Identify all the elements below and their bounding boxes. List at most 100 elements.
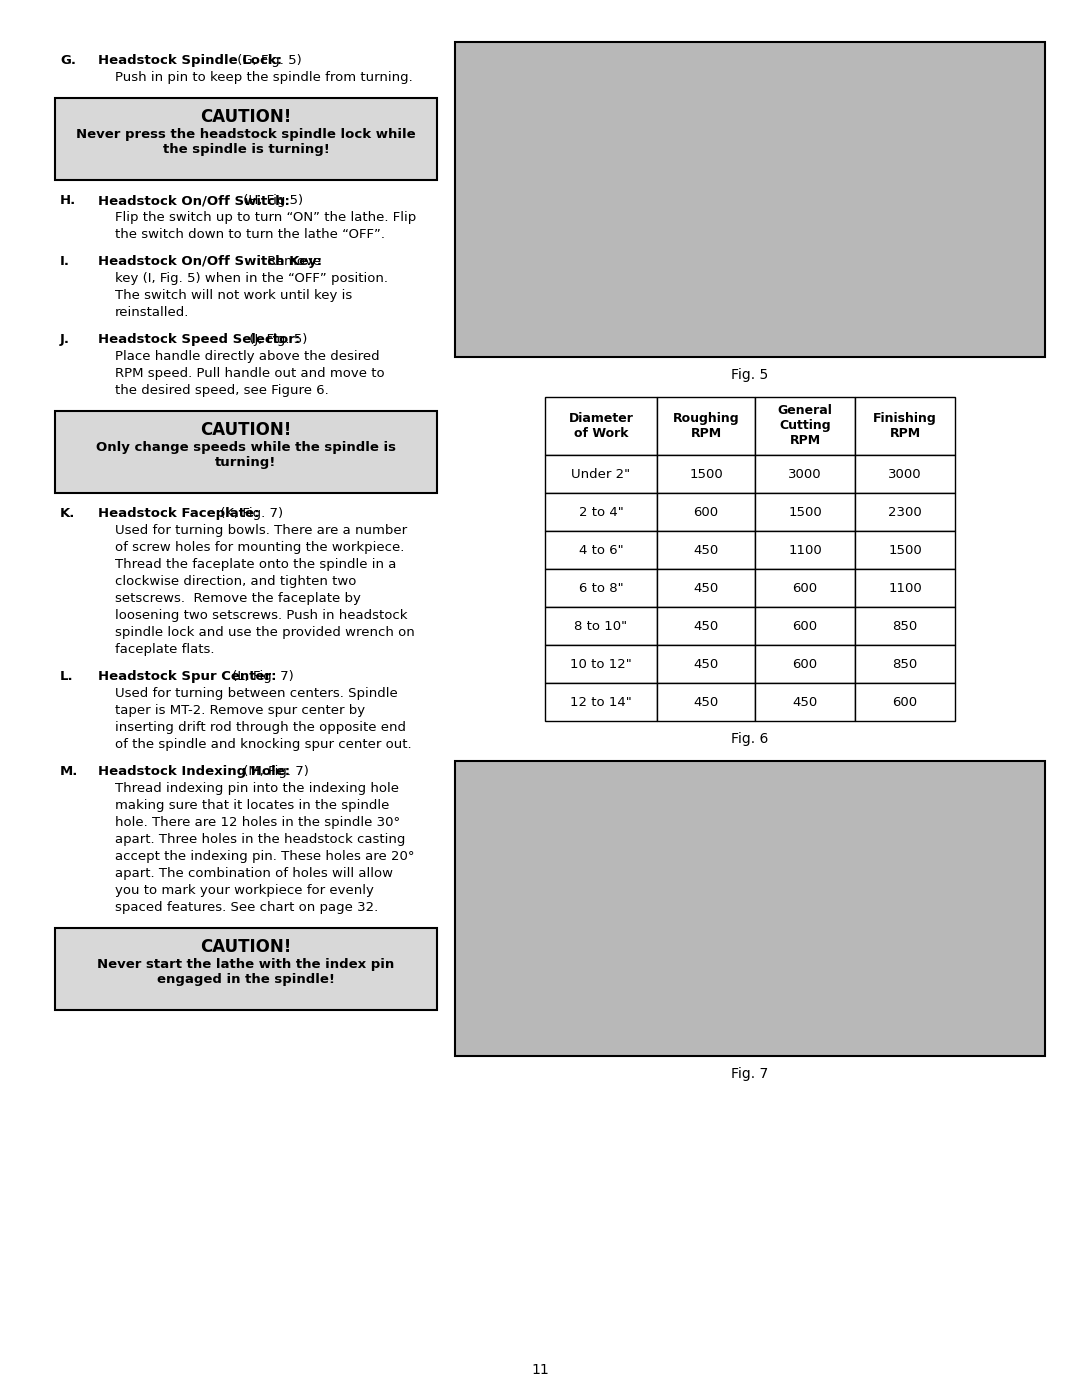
Text: 4 to 6": 4 to 6" [579,543,623,556]
Text: 1100: 1100 [788,543,822,556]
Text: M.: M. [60,766,79,778]
Bar [855,569,955,608]
Text: 450: 450 [693,696,718,708]
Bar [755,569,855,608]
Text: 850: 850 [892,658,918,671]
Text: 450: 450 [693,658,718,671]
Text: 1100: 1100 [888,581,922,595]
Text: inserting drift rod through the opposite end: inserting drift rod through the opposite… [114,721,406,733]
Text: Headstock Indexing Hole:: Headstock Indexing Hole: [98,766,291,778]
Bar [545,397,657,455]
Text: reinstalled.: reinstalled. [114,306,189,319]
Text: 450: 450 [693,619,718,633]
Bar [545,645,657,683]
Text: Place handle directly above the desired: Place handle directly above the desired [114,351,380,363]
Text: hole. There are 12 holes in the spindle 30°: hole. There are 12 holes in the spindle … [114,816,400,828]
Text: (M, Fig. 7): (M, Fig. 7) [240,766,309,778]
Text: 450: 450 [693,543,718,556]
Bar [657,645,755,683]
Text: 6 to 8": 6 to 8" [579,581,623,595]
Bar [545,608,657,645]
Text: spindle lock and use the provided wrench on: spindle lock and use the provided wrench… [114,626,415,638]
Bar [455,42,1045,358]
Bar [855,397,955,455]
Bar [455,761,1045,1056]
Text: accept the indexing pin. These holes are 20°: accept the indexing pin. These holes are… [114,849,415,863]
Text: 850: 850 [892,619,918,633]
Text: Headstock Faceplate:: Headstock Faceplate: [98,507,259,520]
Text: (G, Fig. 5): (G, Fig. 5) [233,54,302,67]
Bar [657,683,755,721]
Bar [545,455,657,493]
Text: CAUTION!: CAUTION! [200,420,292,439]
Text: Thread the faceplate onto the spindle in a: Thread the faceplate onto the spindle in… [114,557,396,571]
Text: Used for turning between centers. Spindle: Used for turning between centers. Spindl… [114,687,397,700]
Text: Push in pin to keep the spindle from turning.: Push in pin to keep the spindle from tur… [114,71,413,84]
Bar [755,397,855,455]
Text: 10 to 12": 10 to 12" [570,658,632,671]
Bar [657,531,755,569]
Text: Diameter
of Work: Diameter of Work [568,412,634,440]
Text: Never press the headstock spindle lock while
the spindle is turning!: Never press the headstock spindle lock w… [77,129,416,156]
Bar [755,608,855,645]
Bar [657,493,755,531]
Bar [55,98,437,180]
Bar [55,928,437,1010]
Text: setscrews.  Remove the faceplate by: setscrews. Remove the faceplate by [114,592,361,605]
Text: Used for turning bowls. There are a number: Used for turning bowls. There are a numb… [114,524,407,536]
Text: 600: 600 [693,506,718,518]
Bar [855,683,955,721]
Text: RPM speed. Pull handle out and move to: RPM speed. Pull handle out and move to [114,367,384,380]
Text: Only change speeds while the spindle is
turning!: Only change speeds while the spindle is … [96,441,396,469]
Text: Under 2": Under 2" [571,468,631,481]
Text: loosening two setscrews. Push in headstock: loosening two setscrews. Push in headsto… [114,609,407,622]
Text: Roughing
RPM: Roughing RPM [673,412,740,440]
Text: 2300: 2300 [888,506,922,518]
Text: Headstock On/Off Switch Key:: Headstock On/Off Switch Key: [98,256,322,268]
Text: General
Cutting
RPM: General Cutting RPM [778,405,833,447]
Text: 600: 600 [793,658,818,671]
Text: the switch down to turn the lathe “OFF”.: the switch down to turn the lathe “OFF”. [114,228,384,242]
Text: CAUTION!: CAUTION! [200,108,292,126]
Text: faceplate flats.: faceplate flats. [114,643,215,657]
Bar [545,683,657,721]
Text: spaced features. See chart on page 32.: spaced features. See chart on page 32. [114,901,378,914]
Bar [855,608,955,645]
Bar [755,455,855,493]
Text: the desired speed, see Figure 6.: the desired speed, see Figure 6. [114,384,328,397]
Text: apart. The combination of holes will allow: apart. The combination of holes will all… [114,868,393,880]
Bar [545,569,657,608]
Text: Thread indexing pin into the indexing hole: Thread indexing pin into the indexing ho… [114,782,399,795]
Text: Finishing
RPM: Finishing RPM [873,412,936,440]
Bar [657,455,755,493]
Text: CAUTION!: CAUTION! [200,937,292,956]
Bar [855,455,955,493]
Text: 600: 600 [793,619,818,633]
Text: Headstock On/Off Switch:: Headstock On/Off Switch: [98,194,289,207]
Bar [55,411,437,493]
Text: 450: 450 [693,581,718,595]
Bar [855,645,955,683]
Text: 8 to 10": 8 to 10" [575,619,627,633]
Text: of screw holes for mounting the workpiece.: of screw holes for mounting the workpiec… [114,541,404,555]
Text: The switch will not work until key is: The switch will not work until key is [114,289,352,302]
Bar [657,569,755,608]
Text: 2 to 4": 2 to 4" [579,506,623,518]
Bar [755,645,855,683]
Bar [755,531,855,569]
Bar [855,493,955,531]
Text: taper is MT-2. Remove spur center by: taper is MT-2. Remove spur center by [114,704,365,717]
Text: Headstock Speed Selector:: Headstock Speed Selector: [98,332,300,346]
Text: clockwise direction, and tighten two: clockwise direction, and tighten two [114,576,356,588]
Text: 1500: 1500 [689,468,723,481]
Bar [657,397,755,455]
Text: 3000: 3000 [788,468,822,481]
Bar [657,608,755,645]
Text: H.: H. [60,194,77,207]
Text: Remove: Remove [262,256,321,268]
Text: 12 to 14": 12 to 14" [570,696,632,708]
Text: 450: 450 [793,696,818,708]
Text: K.: K. [60,507,76,520]
Bar [755,493,855,531]
Bar [755,683,855,721]
